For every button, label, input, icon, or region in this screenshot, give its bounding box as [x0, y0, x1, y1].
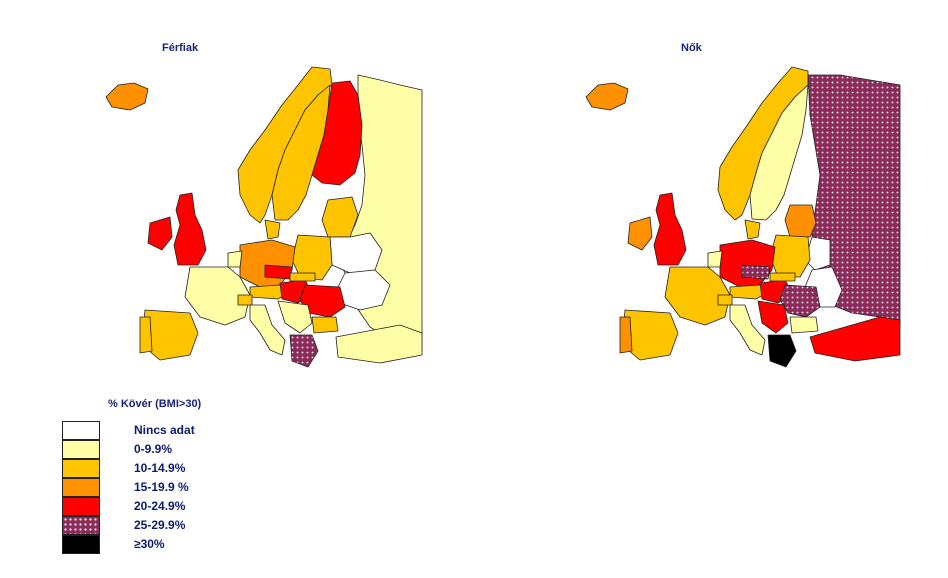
region-uk [173, 192, 207, 266]
region-belarus [329, 232, 383, 274]
legend-swatch [62, 497, 100, 516]
region-italy [249, 304, 286, 356]
region-bulgaria [789, 316, 819, 334]
region-germany [719, 239, 776, 288]
legend-label: 20-24.9% [134, 499, 186, 513]
legend-label: 15-19.9 % [134, 480, 189, 494]
legend-title: % Kövér (BMI>30) [108, 398, 202, 410]
region-balkans [757, 300, 789, 334]
map-women-small-label: Sea [826, 315, 837, 321]
region-switzerland [717, 294, 733, 306]
region-turkey [335, 324, 423, 364]
region-bulgaria [311, 316, 339, 334]
region-turkey [809, 316, 901, 362]
legend-swatch [62, 421, 100, 440]
legend-label: ≥30% [134, 537, 165, 551]
region-switzerland [237, 294, 253, 306]
region-portugal [619, 316, 633, 354]
region-poland [769, 234, 811, 278]
region-netherlands [707, 250, 723, 268]
map-title-women: Nők [681, 42, 702, 54]
region-germany [239, 239, 296, 288]
legend-label: 25-29.9% [134, 518, 186, 532]
region-greece [289, 334, 319, 368]
region-baltics [321, 196, 359, 238]
legend-label: Nincs adat [134, 423, 195, 437]
region-denmark [744, 219, 761, 240]
region-balkans [277, 300, 313, 334]
legend-swatch [62, 535, 100, 554]
region-slovakia [289, 272, 316, 282]
region-portugal [139, 316, 153, 354]
region-greece [767, 334, 797, 368]
legend-swatch [62, 440, 100, 459]
region-france [184, 266, 251, 326]
map-men [105, 66, 423, 368]
legend-label: 10-14.9% [134, 461, 186, 475]
region-uk [653, 192, 687, 266]
region-france [664, 266, 731, 326]
region-ireland [627, 216, 653, 251]
region-slovakia [769, 272, 796, 282]
region-czechia [264, 264, 293, 280]
region-denmark [264, 219, 281, 240]
map-women: Sea [585, 66, 901, 368]
region-italy [729, 304, 766, 356]
legend-swatch [62, 459, 100, 478]
legend-label: 0-9.9% [134, 442, 173, 456]
legend-swatch [62, 478, 100, 497]
region-sweden [749, 84, 809, 221]
map-title-men: Férfiak [162, 42, 199, 54]
region-iceland [585, 82, 629, 111]
region-iceland [105, 82, 149, 111]
region-netherlands [227, 250, 243, 268]
legend-swatch [62, 516, 100, 535]
region-czechia [741, 264, 771, 280]
region-baltics [784, 204, 817, 238]
region-ireland [147, 216, 173, 251]
region-finland [311, 80, 363, 186]
